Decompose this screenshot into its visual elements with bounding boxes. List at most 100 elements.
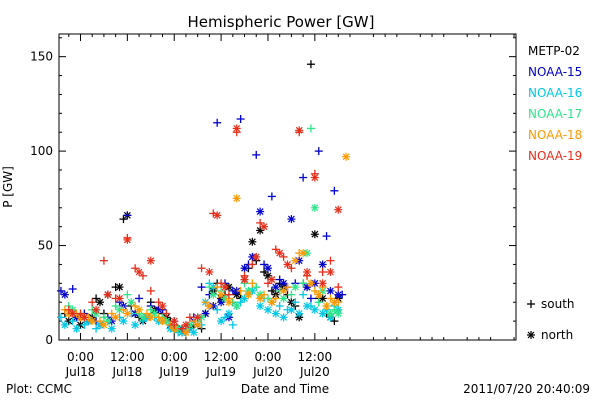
star-d2 [334,310,342,317]
point-north [232,302,241,310]
point-north [181,328,190,337]
point-south [217,279,226,288]
point-south [213,305,222,314]
point-north [283,260,292,269]
point-south [267,286,276,295]
point-north [146,256,155,265]
x-tick-time: 0:00 [161,350,188,364]
x-tick-time: 0:00 [67,350,94,364]
legend-item: NOAA-15 [528,65,582,79]
point-south [197,283,206,292]
star-d2 [241,276,248,283]
point-south [154,298,163,307]
point-north [271,309,280,318]
point-north [310,173,319,182]
point-south [162,309,171,318]
point-south [178,324,187,333]
point-north [326,309,335,318]
point-north [263,264,272,273]
point-south [306,124,315,133]
point-south [213,283,222,292]
point-north [330,298,339,307]
star-d2 [280,279,288,287]
point-south [56,313,65,322]
point-south [119,305,128,314]
star-d2 [256,295,264,302]
star-d2 [319,279,327,287]
point-south [111,302,120,310]
point-south [138,271,147,280]
star-d2 [295,310,303,317]
point-north [123,235,132,244]
point-north [314,290,323,299]
star-d2 [108,325,116,333]
point-north [123,309,132,318]
star-d2 [139,313,147,321]
point-north [326,286,335,295]
point-south [123,290,132,299]
star-d2 [205,302,213,310]
point-north [295,126,304,135]
point-north [267,275,276,284]
star-d2 [256,302,264,310]
point-north [131,320,140,329]
star-d2 [225,298,233,306]
point-south [99,313,108,322]
star-d2 [131,321,139,329]
point-south [76,309,85,318]
point-north [267,298,276,307]
star-d2 [280,287,288,295]
point-south [310,286,319,295]
star-d2 [276,249,284,257]
star-d2 [147,257,155,265]
point-north [287,305,296,314]
star-d2 [311,306,319,314]
star-d2 [217,317,225,325]
point-north [326,268,335,276]
point-north [119,317,128,326]
x-tick-day: Jul20 [299,365,330,379]
legend-item: NOAA-17 [528,107,582,121]
star-d2 [252,253,260,261]
point-north [60,320,69,329]
point-south [322,232,331,241]
point-north [232,124,241,133]
point-south [299,279,308,288]
point-south [131,302,140,310]
point-north [303,302,312,310]
point-north [80,313,89,322]
point-south [236,115,245,123]
point-south [275,302,284,310]
star-d2 [233,194,241,202]
y-axis-label: P [GW] [1,166,15,208]
point-north [138,313,147,322]
star-d2 [209,291,217,299]
point-north [181,320,190,329]
point-north [295,309,304,318]
legend: METP-02 NOAA-15 NOAA-16 NOAA-17 NOAA-18 NOAA-… [528,44,582,163]
point-south [92,324,101,333]
star-d2 [112,313,120,321]
star-d2 [170,317,178,325]
star-d2 [287,215,295,223]
point-north [135,305,144,314]
x-tick-day: Jul19 [158,365,189,379]
point-north [111,313,120,322]
star-d2 [264,306,272,314]
star-d2 [287,306,295,314]
point-south [248,279,257,288]
star-d2 [303,302,311,310]
point-north [310,230,319,239]
point-north [275,249,284,258]
point-south [306,60,315,69]
point-north [170,317,179,326]
point-north [291,283,300,292]
x-tick-time: 12:00 [298,350,333,364]
point-north [135,268,144,276]
point-north [248,237,257,246]
star-d2 [319,310,327,317]
point-north [68,309,77,318]
star-d2 [221,283,229,291]
point-south [92,294,101,303]
